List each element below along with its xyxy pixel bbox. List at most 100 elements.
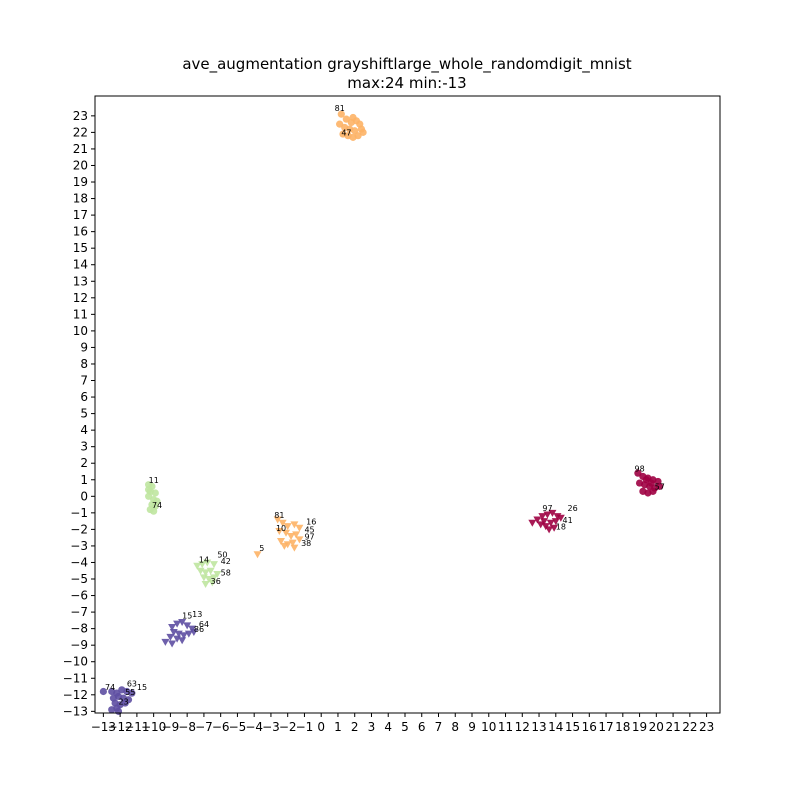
y-tick-label: 21 xyxy=(73,142,88,156)
data-point-triangle xyxy=(203,559,212,567)
data-point-triangle xyxy=(290,521,299,529)
point-label: 41 xyxy=(562,516,572,525)
data-point-circle xyxy=(656,482,664,490)
data-point-triangle xyxy=(173,620,182,628)
y-tick-label: 7 xyxy=(80,374,88,388)
data-point-triangle xyxy=(198,561,207,569)
y-tick-label: 10 xyxy=(73,324,88,338)
x-tick-label: −7 xyxy=(195,720,213,734)
point-label: 74 xyxy=(105,683,115,692)
x-tick-label: 11 xyxy=(498,720,513,734)
x-tick-label: −2 xyxy=(279,720,297,734)
x-tick-label: −5 xyxy=(229,720,247,734)
x-tick-label: 21 xyxy=(665,720,680,734)
y-tick-label: −1 xyxy=(70,506,88,520)
y-tick-label: 18 xyxy=(73,192,88,206)
data-point-triangle xyxy=(295,536,304,544)
y-tick-label: −6 xyxy=(70,589,88,603)
data-point-circle xyxy=(114,707,123,715)
point-label: 11 xyxy=(149,476,159,485)
y-tick-label: 8 xyxy=(80,357,88,371)
y-tick-label: 0 xyxy=(80,489,88,503)
point-label: 55 xyxy=(125,688,135,697)
data-point-triangle xyxy=(184,630,193,638)
data-point-triangle xyxy=(287,533,296,541)
x-tick-label: −6 xyxy=(212,720,230,734)
y-tick-label: −13 xyxy=(63,704,88,718)
x-tick-label: −4 xyxy=(245,720,263,734)
x-tick-label: 22 xyxy=(682,720,697,734)
y-tick-label: 20 xyxy=(73,158,88,172)
data-point-circle xyxy=(337,110,345,118)
x-tick-label: 13 xyxy=(531,720,546,734)
point-label: 23 xyxy=(118,698,128,707)
point-label: 81 xyxy=(335,104,345,113)
y-tick-label: 17 xyxy=(73,208,88,222)
y-tick-label: 2 xyxy=(80,456,88,470)
data-point-triangle xyxy=(540,518,549,526)
y-tick-label: −10 xyxy=(63,655,88,669)
data-point-circle xyxy=(347,118,355,127)
data-point-triangle xyxy=(168,623,177,631)
y-tick-label: −11 xyxy=(63,671,88,685)
data-point-triangle xyxy=(206,567,215,575)
point-label: 26 xyxy=(568,504,578,513)
data-point-circle xyxy=(99,687,107,696)
x-tick-label: −11 xyxy=(124,720,149,734)
x-tick-label: 19 xyxy=(632,720,647,734)
point-label: 15 xyxy=(182,612,192,621)
data-point-circle xyxy=(145,486,153,494)
x-tick-label: 17 xyxy=(598,720,613,734)
x-tick-label: −9 xyxy=(162,720,180,734)
point-label: 50 xyxy=(217,551,227,560)
x-tick-label: 15 xyxy=(565,720,580,734)
data-point-triangle xyxy=(201,569,210,577)
data-point-triangle xyxy=(533,516,542,524)
x-tick-label: 7 xyxy=(435,720,443,734)
x-tick-label: 1 xyxy=(334,720,342,734)
x-tick-label: 9 xyxy=(468,720,476,734)
data-point-triangle xyxy=(282,529,291,537)
point-label: 18 xyxy=(556,522,566,531)
y-tick-label: −5 xyxy=(70,572,88,586)
data-point-triangle xyxy=(183,622,192,630)
data-point-triangle xyxy=(295,524,304,532)
data-point-triangle xyxy=(538,513,547,521)
data-point-circle xyxy=(336,120,344,128)
y-tick-label: 1 xyxy=(80,473,88,487)
data-point-triangle xyxy=(528,519,537,527)
y-tick-label: 12 xyxy=(73,291,88,305)
x-tick-label: −13 xyxy=(91,720,116,734)
data-point-triangle xyxy=(546,519,555,527)
y-tick-label: −12 xyxy=(63,688,88,702)
y-tick-label: 4 xyxy=(80,423,88,437)
y-tick-label: −9 xyxy=(70,638,88,652)
y-tick-label: 23 xyxy=(73,109,88,123)
x-tick-label: 10 xyxy=(481,720,496,734)
data-point-triangle xyxy=(161,638,170,646)
data-point-triangle xyxy=(290,544,299,552)
data-point-circle xyxy=(151,489,159,497)
data-point-triangle xyxy=(201,580,210,588)
data-point-circle xyxy=(108,706,116,714)
point-label: 45 xyxy=(304,526,314,535)
point-label: 47 xyxy=(341,129,351,138)
x-tick-label: 12 xyxy=(515,720,530,734)
y-tick-label: 5 xyxy=(80,407,88,421)
data-point-triangle xyxy=(288,539,297,547)
y-tick-label: 16 xyxy=(73,225,88,239)
data-point-triangle xyxy=(278,519,287,527)
y-tick-label: −7 xyxy=(70,605,88,619)
data-point-triangle xyxy=(550,524,559,532)
y-tick-label: 9 xyxy=(80,340,88,354)
data-point-triangle xyxy=(545,526,554,534)
point-label: 36 xyxy=(211,577,221,586)
point-label: 64 xyxy=(199,620,209,629)
x-tick-label: −1 xyxy=(296,720,314,734)
data-point-triangle xyxy=(209,561,218,569)
point-label: 81 xyxy=(274,511,284,520)
x-tick-label: −10 xyxy=(141,720,166,734)
y-axis: −13−12−11−10−9−8−7−6−5−4−3−2−10123456789… xyxy=(63,109,95,718)
x-tick-label: 2 xyxy=(351,720,359,734)
